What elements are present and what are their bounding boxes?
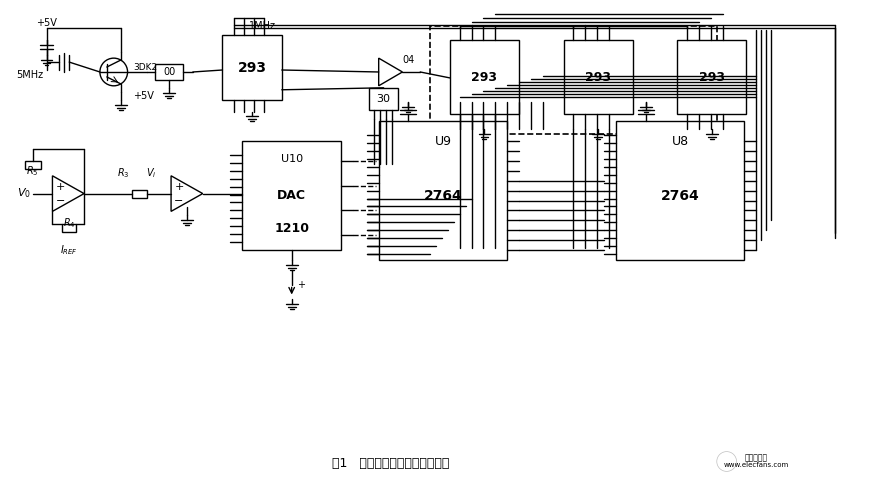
Text: $V_i$: $V_i$ (146, 166, 157, 180)
Text: 293: 293 (699, 71, 724, 84)
Text: +: + (56, 182, 65, 192)
Bar (25, 161, 40, 169)
Text: 30: 30 (377, 94, 391, 103)
Text: 1210: 1210 (274, 222, 309, 235)
Bar (155, 64, 183, 80)
Text: 2764: 2764 (661, 188, 700, 203)
Text: +: + (174, 182, 184, 192)
Bar (62, 224, 76, 232)
Text: $R_5$: $R_5$ (26, 164, 39, 178)
Text: www.elecfans.com: www.elecfans.com (724, 463, 789, 468)
Text: +5V: +5V (36, 18, 57, 27)
Text: 电子发烧友: 电子发烧友 (745, 453, 768, 462)
Text: $V_0$: $V_0$ (17, 187, 31, 201)
Text: −: − (56, 196, 65, 205)
Text: U8: U8 (672, 135, 689, 148)
Bar (378, 122, 507, 260)
Text: 293: 293 (585, 71, 611, 84)
Text: 293: 293 (237, 61, 266, 75)
Text: 图1   数据存储及输出电路示意图: 图1 数据存储及输出电路示意图 (332, 457, 449, 470)
Bar (223, 36, 282, 100)
Text: $R_4$: $R_4$ (63, 216, 75, 230)
Text: $R_3$: $R_3$ (117, 166, 130, 180)
Text: $I_{REF}$: $I_{REF}$ (60, 243, 78, 257)
Text: 3DK2: 3DK2 (133, 62, 158, 72)
Text: DAC: DAC (277, 189, 307, 202)
Text: 2764: 2764 (424, 188, 463, 203)
Text: 04: 04 (402, 55, 414, 65)
Text: 00: 00 (163, 67, 175, 77)
Bar (369, 88, 399, 109)
Text: 1MHz: 1MHz (249, 20, 276, 31)
Text: U10: U10 (280, 154, 303, 164)
Bar (131, 190, 147, 198)
Bar (563, 41, 632, 115)
Bar (243, 141, 341, 250)
Text: −: − (174, 196, 184, 205)
Bar (677, 41, 746, 115)
Bar (430, 25, 717, 134)
Text: +5V: +5V (133, 91, 154, 101)
Text: 5MHz: 5MHz (16, 70, 43, 80)
Bar (616, 122, 745, 260)
Text: U9: U9 (434, 135, 451, 148)
Text: +: + (297, 280, 305, 289)
Text: 293: 293 (471, 71, 498, 84)
Bar (450, 41, 519, 115)
